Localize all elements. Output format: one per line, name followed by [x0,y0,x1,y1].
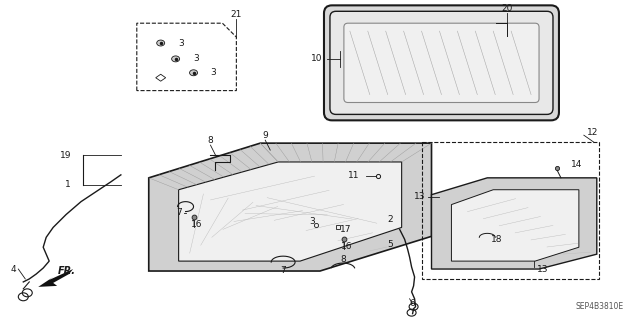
Text: 13: 13 [414,192,426,201]
Text: 3: 3 [179,39,184,48]
Text: 1: 1 [65,180,71,189]
Text: 17: 17 [340,225,351,234]
FancyBboxPatch shape [324,5,559,120]
Text: 16: 16 [341,242,353,251]
Text: 3: 3 [211,68,216,77]
Text: 16: 16 [191,220,202,229]
Text: 8: 8 [207,136,213,145]
Polygon shape [38,269,73,287]
Text: 4: 4 [11,264,17,273]
Text: 20: 20 [502,4,513,13]
Text: 12: 12 [588,128,599,137]
Polygon shape [179,162,402,261]
FancyBboxPatch shape [330,11,553,115]
Text: SEP4B3810E: SEP4B3810E [575,302,623,311]
Text: 7: 7 [176,208,182,217]
Text: 11: 11 [348,171,360,180]
Text: 14: 14 [571,160,582,169]
Ellipse shape [157,40,164,46]
Text: 6: 6 [410,299,415,308]
Polygon shape [431,178,596,269]
Ellipse shape [189,70,198,76]
Text: FR.: FR. [58,266,76,276]
Text: 21: 21 [230,10,242,19]
Text: 9: 9 [262,131,268,140]
Text: 8: 8 [340,255,346,263]
Ellipse shape [172,56,180,62]
Text: 7: 7 [280,265,286,275]
Polygon shape [451,190,579,261]
Text: 13: 13 [537,264,548,273]
Polygon shape [148,143,431,271]
Text: 5: 5 [387,240,393,249]
Text: 3: 3 [309,217,315,226]
Text: 10: 10 [310,54,322,63]
Text: 19: 19 [60,151,71,160]
Text: 3: 3 [193,54,199,63]
FancyBboxPatch shape [344,23,539,102]
Text: 18: 18 [492,235,503,244]
Text: 2: 2 [387,215,393,224]
